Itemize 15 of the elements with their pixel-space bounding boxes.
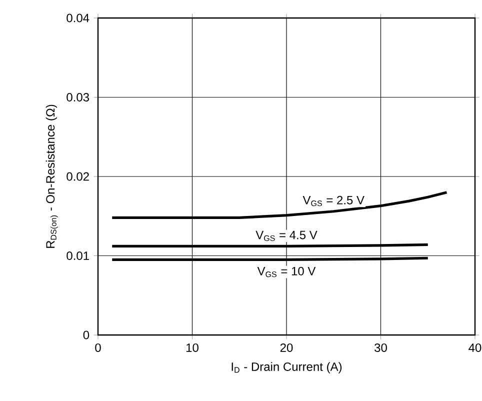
x-tick-label: 40 — [468, 343, 482, 352]
x-tick-label: 10 — [186, 343, 198, 352]
y-tick-label: 0.03 — [66, 93, 90, 102]
series-label: V$_{GS}$ = 4.5 V — [256, 230, 318, 242]
x-axis-title: I$_{D}$ - Drain Current (A) — [232, 362, 342, 374]
y-axis-title: R$_{DS(on)}$ - On-Resistance (Ω) — [46, 104, 58, 248]
series-label: V$_{GS}$ = 2.5 V — [302, 196, 364, 206]
y-tick-label: 0.04 — [66, 14, 90, 22]
x-tick-label: 20 — [280, 343, 293, 352]
y-tick-label: 0.02 — [66, 172, 89, 181]
x-tick-label: 0 — [95, 343, 101, 352]
y-tick-label: 0 — [83, 330, 90, 340]
series-label: V$_{GS}$ = 10 V — [257, 266, 316, 278]
y-tick-label: 0.01 — [66, 251, 89, 260]
x-tick-label: 30 — [374, 343, 387, 352]
